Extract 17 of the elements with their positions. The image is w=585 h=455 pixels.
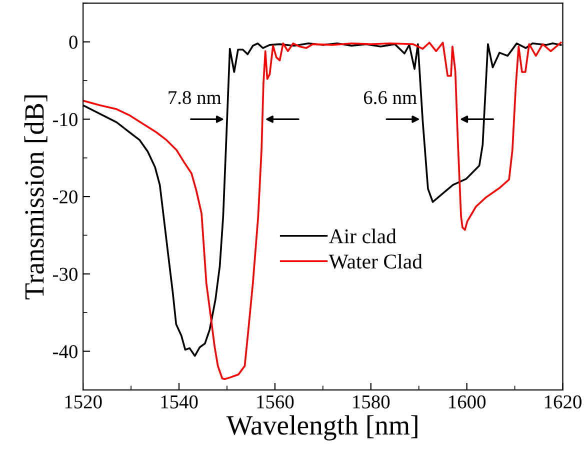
x-tick-label: 1540 xyxy=(161,395,198,408)
annotation: 6.6 nm xyxy=(364,91,417,104)
y-tick-label: -30 xyxy=(53,268,78,281)
legend-label: Air clad xyxy=(328,228,396,244)
y-axis-title: Transmission [dB] xyxy=(24,95,48,300)
legend-label: Water Clad xyxy=(328,254,422,269)
x-tick-label: 1580 xyxy=(353,395,390,408)
y-tick-label: -10 xyxy=(53,113,78,126)
x-axis-title: Wavelength [nm] xyxy=(226,415,418,440)
x-tick-label: 1560 xyxy=(257,395,294,408)
y-tick-label: 0 xyxy=(69,36,78,49)
y-tick-label: -40 xyxy=(53,345,78,358)
x-tick-label: 1600 xyxy=(449,395,486,408)
x-tick-label: 1520 xyxy=(65,395,102,408)
y-tick-label: -20 xyxy=(53,190,78,204)
annotation: 7.8 nm xyxy=(168,91,222,104)
x-tick-label: 1620 xyxy=(545,395,582,408)
